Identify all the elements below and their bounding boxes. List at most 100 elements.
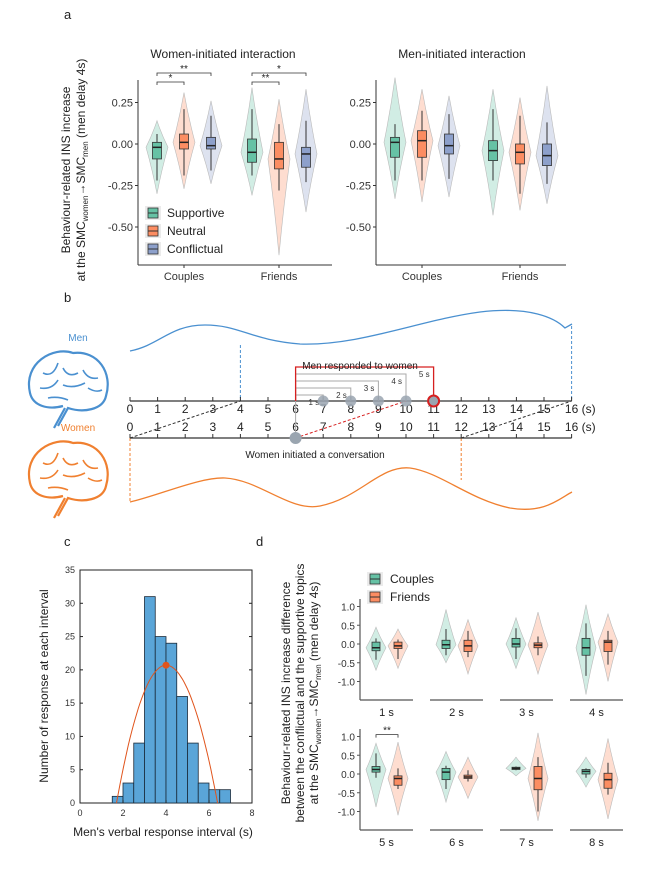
significance-bracket — [251, 81, 280, 85]
legend-label-conflictual: Conflictual — [167, 242, 223, 256]
violin-couples-conflictual-box — [444, 133, 454, 155]
y-tick-label: -1.0 — [338, 678, 356, 689]
violin-couples-neutral-box — [179, 133, 189, 150]
y-tick-label: -0.25 — [346, 181, 371, 193]
initiation-marker — [289, 432, 302, 444]
men-time-tick-label: 8 — [347, 402, 354, 416]
men-time-tick-label: 7 — [320, 402, 327, 416]
x-tick-label: 8 — [249, 808, 254, 818]
women-time-tick-label: 2 — [182, 420, 189, 434]
y-tick-label: 35 — [65, 565, 75, 575]
x-tick-label: Couples — [402, 271, 443, 283]
y-tick-label: 0.0 — [341, 640, 355, 651]
x-tick-label: 2 — [120, 808, 125, 818]
men-time-tick-label: 1 — [154, 402, 161, 416]
facet-label: 3 s — [519, 707, 534, 719]
facet-2s: 2 s — [430, 609, 483, 719]
men-time-tick-label: 3 — [209, 402, 216, 416]
histogram-bar — [176, 696, 188, 804]
facet-label: 8 s — [589, 837, 604, 849]
lag-link-highlight-dash — [295, 400, 407, 439]
women-time-tick-label: 12 — [455, 420, 469, 434]
women-signal-line — [129, 467, 573, 510]
x-tick-label: Couples — [164, 271, 205, 283]
women-brain-icon-folds — [39, 452, 103, 491]
y-tick-label: 0.25 — [350, 98, 371, 110]
y-tick-label: 1.0 — [341, 733, 355, 744]
violin-couples-box — [441, 767, 451, 781]
fit-peak-marker — [162, 661, 170, 669]
violin-couples-supportive-box — [390, 136, 400, 158]
violin-couples-conflictual-box — [206, 136, 216, 150]
delay-label-4s: 4 s — [391, 377, 402, 386]
violin-friends-conflictual-box — [542, 143, 552, 166]
violin-couples-supportive-box — [152, 141, 162, 160]
panel-label-d: d — [256, 534, 263, 549]
facet-5s: 5 s 1.0 0.5 0.0 -0.5 -1.0 ** — [338, 726, 413, 849]
men-time-unit: (s) — [582, 402, 596, 416]
violin-friends-box — [393, 775, 403, 786]
men-time-tick-label: 14 — [510, 402, 524, 416]
delay-label-3s: 3 s — [364, 384, 375, 393]
women-time-tick-label: 3 — [209, 420, 216, 434]
delay-label-1s: 1 s — [309, 398, 320, 407]
men-time-tick-label: 13 — [482, 402, 496, 416]
facet-3s: 3 s — [500, 612, 553, 719]
panel-d-facets: 1 s 1.0 0.5 0.0 -0.5 -1.0 2 s 3 s 4 s 5 s 1.0 0.5 0.… — [338, 572, 623, 849]
facet-4s: 4 s — [570, 604, 623, 719]
panel-c-xlabel: Men's verbal response interval (s) — [73, 825, 253, 839]
panel-a-ylabel-line1: Behaviour-related INS increase — [59, 86, 73, 253]
facet-1s: 1 s 1.0 0.5 0.0 -0.5 -1.0 — [338, 599, 413, 719]
histogram-bar — [219, 789, 231, 804]
women-time-tick-label: 1 — [154, 420, 161, 434]
y-tick-label: 1.0 — [341, 603, 355, 614]
response-marker-highlight — [427, 394, 441, 408]
women-initiated-label: Women initiated a conversation — [245, 450, 384, 461]
facet-label: 2 s — [449, 707, 464, 719]
women-brain-icon-outline — [27, 440, 109, 519]
violin-friends-box — [603, 639, 613, 652]
significance-label: ** — [262, 73, 270, 84]
violin-friends-supportive-box — [247, 138, 257, 163]
panel-c-histogram: 0 2 4 6 8 0 5 10 15 20 25 30 35 — [65, 565, 255, 818]
y-tick-label: 0.5 — [341, 751, 355, 762]
significance-bracket — [156, 81, 185, 85]
panel-label-a: a — [64, 7, 72, 22]
violin-couples-box — [511, 637, 521, 648]
x-tick-label: 6 — [206, 808, 211, 818]
legend-label-friends: Friends — [390, 590, 430, 604]
panel-a-ylabel-line2: at the SMCwomen→SMCmen (men delay 4s) — [74, 59, 90, 282]
response-marker — [372, 395, 384, 407]
panel-d-ylabel-line2: between the conflictual and the supporti… — [293, 564, 307, 823]
facet-label: 5 s — [379, 837, 394, 849]
men-time-tick-label: 15 — [537, 402, 551, 416]
violin-friends-conflictual-box — [301, 146, 311, 168]
x-tick-label: 4 — [163, 808, 168, 818]
panel-d-ylabel-line3: at the SMCwomen→SMCmen (men delay 4s) — [307, 582, 323, 805]
women-time-tick-label: 14 — [510, 420, 524, 434]
panel-d-ylabel-line1: Behaviour-related INS increase differenc… — [279, 581, 293, 804]
delay-label-5s: 5 s — [419, 370, 430, 379]
y-tick-label: -0.25 — [108, 181, 133, 193]
y-tick-label: 10 — [65, 731, 75, 741]
men-time-tick-label: 4 — [237, 402, 244, 416]
significance-label: * — [277, 64, 281, 75]
men-label: Men — [68, 333, 87, 344]
women-label: Women — [61, 423, 95, 434]
women-time-tick-label: 8 — [347, 420, 354, 434]
violin-couples-neutral-box — [417, 130, 427, 158]
x-tick-label: Friends — [502, 271, 539, 283]
women-brain-icon — [27, 440, 109, 519]
y-tick-label: -0.5 — [338, 789, 356, 800]
y-tick-label: 0 — [70, 798, 75, 808]
men-brain-icon-folds — [39, 362, 103, 401]
women-time-tick-label: 7 — [320, 420, 327, 434]
women-time-tick-label: 4 — [237, 420, 244, 434]
men-time-tick-label: 0 — [127, 402, 134, 416]
histogram-bar — [208, 789, 221, 804]
women-time-tick-label: 16 — [565, 420, 579, 434]
facet-8s: 8 s — [570, 738, 623, 849]
significance-bracket — [375, 734, 399, 738]
men-brain-icon — [27, 350, 109, 429]
